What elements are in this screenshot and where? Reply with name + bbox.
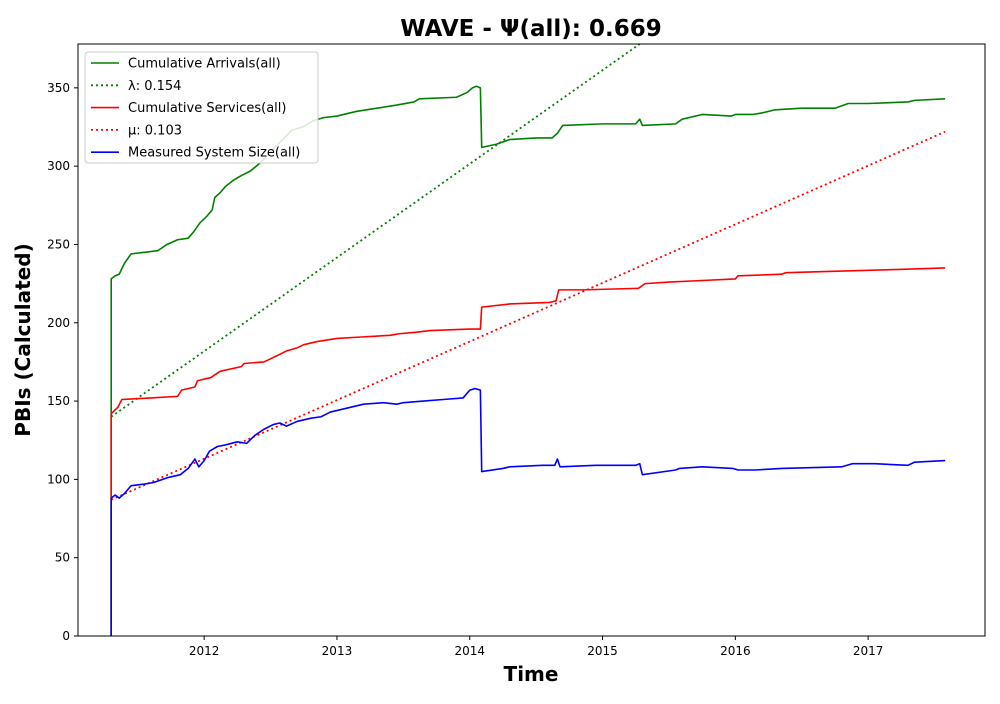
x-axis-label: Time: [504, 662, 559, 686]
x-tick-label: 2015: [587, 644, 618, 658]
y-axis-label: PBIs (Calculated): [11, 243, 35, 436]
legend-item-cumulative-services-all: Cumulative Services(all): [128, 101, 286, 116]
x-tick-label: 2014: [454, 644, 485, 658]
x-tick-label: 2013: [322, 644, 353, 658]
y-tick-label: 0: [62, 629, 70, 643]
legend-item-measured-system-size-all: Measured System Size(all): [128, 146, 300, 161]
plot-lines: [110, 44, 946, 636]
legend-item-0-154: λ: 0.154: [128, 79, 181, 94]
legend-box: [84, 51, 319, 164]
y-axis-ticks: 0 50 100 150 200 250 300 350: [47, 81, 78, 643]
y-tick-label: 250: [47, 237, 70, 251]
legend-item-cumulative-arrivals-all: Cumulative Arrivals(all): [128, 57, 281, 72]
y-tick-label: 300: [47, 159, 70, 173]
y-tick-label: 100: [47, 472, 70, 486]
legend-item-0-103: μ: 0.103: [128, 123, 182, 138]
y-tick-label: 50: [55, 551, 70, 565]
x-axis-ticks: 2012 2013 2014 2015 2016 2017: [189, 636, 884, 658]
x-tick-label: 2012: [189, 644, 220, 658]
y-tick-label: 200: [47, 316, 70, 330]
series-line-5: [110, 387, 946, 636]
plot-frame: [77, 43, 986, 637]
legend: Cumulative Arrivals(all) λ: 0.154 Cumulati…: [84, 51, 319, 164]
x-tick-label: 2016: [720, 644, 751, 658]
series-line-4: [110, 130, 946, 501]
series-line-1: [110, 85, 946, 636]
series-line-3: [110, 267, 946, 636]
x-tick-label: 2017: [853, 644, 884, 658]
y-tick-label: 350: [47, 81, 70, 95]
chart-title: WAVE - Ψ(all): 0.669: [400, 16, 661, 42]
y-tick-label: 150: [47, 394, 70, 408]
